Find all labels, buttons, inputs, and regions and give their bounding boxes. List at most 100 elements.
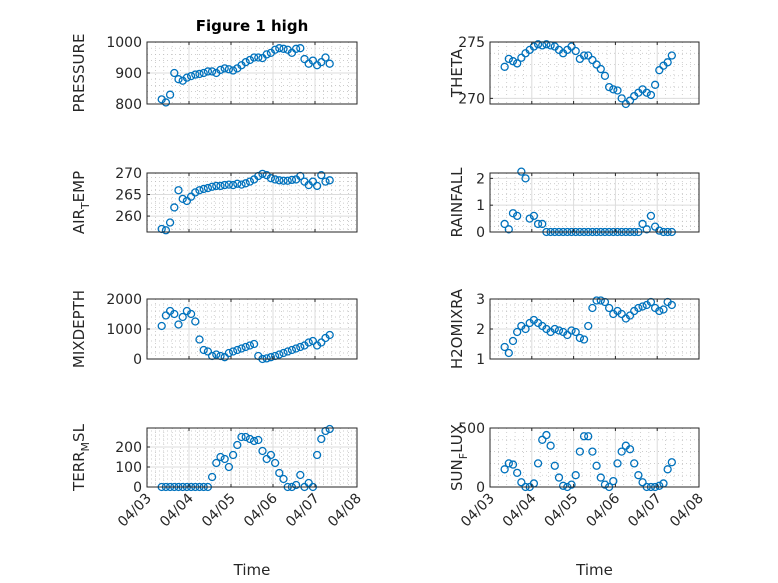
data-point: [604, 82, 614, 92]
subplot-air-temp: 260 265 270 AIRTEMP: [70, 166, 358, 235]
data-point: [237, 344, 246, 353]
data-point: [195, 335, 204, 344]
data-point: [508, 460, 518, 469]
data-point: [567, 480, 576, 489]
data-point: [579, 335, 589, 344]
data-point: [538, 435, 547, 444]
subscript: T: [79, 202, 92, 210]
x-tick-label: 04/03: [458, 491, 498, 531]
data-point: [592, 296, 601, 305]
subscript: F: [457, 453, 470, 459]
data-point: [216, 181, 225, 191]
data-point: [592, 461, 601, 470]
y-axis-label: TERRMSL: [70, 423, 92, 492]
data-point: [308, 177, 318, 186]
data-point: [667, 51, 676, 60]
data-point: [254, 53, 263, 62]
data-point: [659, 305, 668, 314]
data-point: [296, 44, 305, 53]
data-point: [508, 336, 518, 346]
data-point: [275, 176, 284, 185]
data-point: [161, 226, 171, 235]
data-point: [533, 219, 543, 229]
y-tick-label: 1000: [106, 35, 142, 51]
data-point: [500, 465, 509, 474]
data-point: [638, 478, 647, 487]
data-point: [191, 188, 200, 197]
axes-box: [146, 427, 358, 488]
data-point: [613, 459, 622, 468]
data-point: [228, 347, 238, 356]
data-point: [170, 68, 179, 78]
data-point: [270, 458, 280, 468]
y-tick-label: 900: [115, 66, 142, 82]
y-tick-label: 2: [476, 171, 485, 187]
label-rest: LUX: [448, 424, 466, 453]
data-point: [571, 46, 580, 56]
data-point: [182, 73, 192, 82]
x-tick-label: 04/06: [241, 490, 281, 530]
data-point: [638, 302, 647, 311]
data-point: [245, 177, 255, 186]
data-point: [220, 353, 229, 362]
data-point: [542, 430, 551, 440]
data-point: [596, 64, 605, 74]
data-point: [571, 327, 580, 337]
data-point: [279, 44, 288, 53]
data-point: [228, 180, 238, 190]
data-point: [203, 347, 213, 356]
label-rest: SL: [70, 423, 88, 442]
data-point: [283, 347, 292, 356]
x-tick-label: 04/07: [283, 491, 323, 531]
data-point: [546, 441, 555, 450]
data-point: [212, 350, 221, 359]
x-tick-label: 04/05: [542, 491, 582, 531]
data-point: [625, 311, 635, 320]
data-point: [533, 40, 543, 49]
y-axis-label: THETA: [448, 48, 466, 98]
data-point: [199, 184, 208, 194]
subplot-pressure: 800 900 1000 PRESSURE: [70, 34, 358, 113]
data-point: [571, 471, 580, 480]
data-point: [186, 192, 196, 201]
data-point: [630, 459, 639, 468]
data-point: [241, 342, 250, 352]
data-point: [191, 70, 200, 79]
data-point: [655, 481, 664, 490]
data-point: [199, 68, 208, 78]
data-point: [584, 432, 593, 441]
data-point: [613, 86, 622, 95]
data-point: [270, 175, 280, 184]
subplot-terr-msl: 0 100 200 TERRMSL 04/03 04/04 04/05 04/06 04/07 0…: [70, 423, 365, 579]
data-point: [237, 432, 246, 442]
data-point: [266, 353, 276, 362]
data-point: [667, 458, 676, 467]
subplot-h2omixra: 1 2 3 H2OMIXRA: [448, 288, 700, 369]
data-point: [521, 174, 530, 183]
data-point: [563, 330, 572, 340]
data-point: [186, 71, 196, 81]
data-point: [249, 436, 259, 446]
data-point: [609, 85, 618, 94]
y-tick-label: 0: [133, 352, 142, 368]
data-point: [508, 57, 518, 66]
data-point: [224, 348, 234, 358]
axes-box: [489, 172, 700, 233]
data-point: [266, 174, 276, 183]
data-point: [584, 321, 593, 331]
y-tick-label: 0: [476, 480, 485, 496]
data-point: [504, 459, 513, 468]
data-point: [224, 180, 234, 189]
data-points: [157, 306, 334, 364]
y-axis-label: RAINFALL: [448, 167, 466, 238]
data-point: [638, 219, 647, 229]
y-tick-label: 100: [115, 460, 142, 476]
data-point: [249, 53, 259, 62]
data-point: [203, 183, 213, 193]
data-point: [233, 345, 242, 355]
data-point: [588, 303, 597, 313]
subplot-mixdepth: 0 1000 2000 MIXDEPTH: [70, 290, 358, 368]
data-point: [559, 481, 568, 490]
data-point: [508, 209, 518, 218]
